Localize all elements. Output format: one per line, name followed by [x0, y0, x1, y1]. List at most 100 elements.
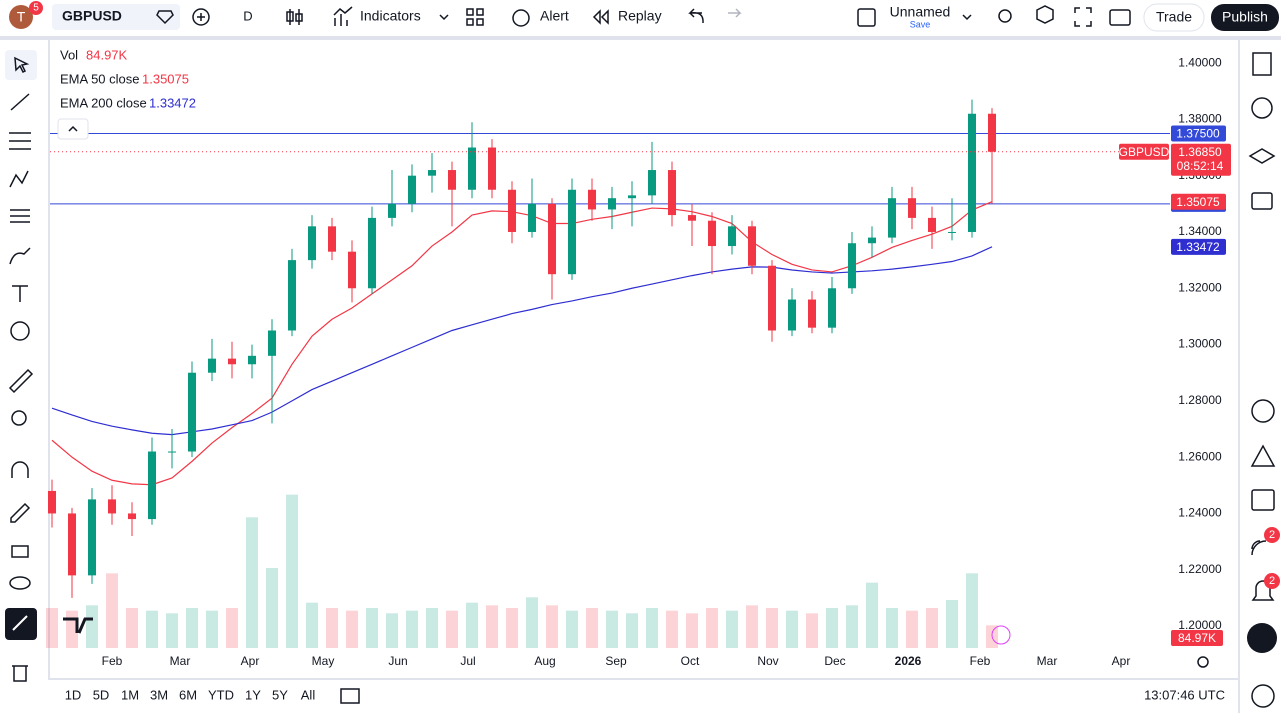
volume-bar: [386, 613, 398, 648]
icon-layers[interactable]: [1248, 148, 1276, 164]
icon-axis-settings[interactable]: [1197, 656, 1209, 668]
range-button[interactable]: All: [301, 687, 316, 702]
icon-watchlist[interactable]: [1252, 52, 1272, 76]
range-button[interactable]: 5Y: [272, 687, 288, 702]
volume-bar: [466, 602, 478, 648]
icon-emoji[interactable]: [10, 321, 30, 341]
icon-trash[interactable]: [12, 665, 28, 682]
icon-ideas[interactable]: [1250, 444, 1276, 467]
icon-brush[interactable]: [9, 247, 31, 265]
icon-magnet[interactable]: [11, 461, 29, 478]
icon-forecast[interactable]: [10, 209, 30, 223]
icon-diamond[interactable]: [156, 10, 174, 25]
candle-body: [288, 260, 296, 331]
volume-bar: [286, 494, 298, 648]
icon-indicators[interactable]: [333, 6, 353, 26]
icon-goto-date[interactable]: [340, 688, 360, 704]
chart: 1.400001.380001.360001.340001.320001.300…: [46, 55, 1231, 668]
icon-streams[interactable]: [1251, 540, 1267, 556]
icon-alert[interactable]: [512, 9, 530, 27]
ema50-tag-label: 1.35075: [1176, 195, 1220, 209]
trade-button[interactable]: [1143, 3, 1205, 32]
y-tick-label: 1.28000: [1178, 393, 1222, 407]
icon-help[interactable]: [1251, 684, 1275, 708]
icon-search[interactable]: [998, 9, 1012, 23]
publish-button[interactable]: [1211, 4, 1279, 31]
icon-ruler[interactable]: [8, 368, 34, 394]
icon-zoom[interactable]: [11, 410, 27, 426]
range-button[interactable]: 1Y: [245, 687, 261, 702]
range-button[interactable]: 1M: [121, 687, 139, 702]
price-tag-box: [1171, 143, 1231, 176]
candle-body: [448, 170, 456, 190]
icon-templates[interactable]: [466, 8, 484, 26]
candle-body: [328, 226, 336, 252]
range-button[interactable]: 6M: [179, 687, 197, 702]
range-button[interactable]: 5D: [93, 687, 110, 702]
symbol-tag: GBPUSD: [1119, 145, 1170, 159]
candle-body: [428, 170, 436, 176]
cursor-tool[interactable]: [5, 50, 37, 80]
icon-add[interactable]: [192, 8, 210, 26]
icon-layout[interactable]: [857, 8, 876, 27]
icon-redo[interactable]: [728, 8, 742, 18]
volume-tag: 84.97K: [1178, 631, 1216, 645]
icon-calendar[interactable]: [1251, 489, 1275, 511]
interval[interactable]: D: [243, 8, 252, 23]
volume-bar: [846, 605, 858, 648]
symbol-search[interactable]: [52, 4, 180, 30]
icon-replay[interactable]: [592, 9, 609, 25]
alert[interactable]: Alert: [540, 8, 569, 24]
link-tool[interactable]: [5, 608, 37, 640]
volume-bar: [646, 608, 658, 648]
icon-apps[interactable]: [1247, 623, 1277, 653]
icon-fullscreen[interactable]: [1074, 7, 1092, 27]
candle-body: [188, 372, 196, 452]
icon-pattern[interactable]: [9, 170, 29, 188]
icon-chevron[interactable]: [439, 14, 449, 21]
icon-trendline[interactable]: [10, 93, 30, 111]
x-tick-label: Nov: [757, 654, 778, 668]
save[interactable]: Save: [910, 19, 931, 29]
y-tick-label: 1.34000: [1178, 224, 1222, 238]
y-tick-label: 1.24000: [1178, 506, 1222, 520]
badge-count: 2: [1269, 575, 1275, 587]
candle-body: [128, 513, 136, 520]
icon-chevron[interactable]: [962, 14, 972, 21]
range-button[interactable]: 1D: [65, 687, 82, 702]
icon-alerts[interactable]: [1251, 97, 1273, 119]
range-button[interactable]: YTD: [208, 687, 234, 702]
icon-camera[interactable]: [1109, 9, 1131, 26]
candle-body: [968, 113, 976, 232]
legend-ema200-name: EMA 200 close: [60, 95, 147, 110]
icon-target[interactable]: [1251, 399, 1275, 423]
logo: [63, 617, 93, 634]
layout-name[interactable]: Unnamed: [890, 4, 951, 20]
icon-flash[interactable]: [991, 625, 1011, 645]
avatar[interactable]: [9, 5, 33, 29]
icon-chat[interactable]: [1251, 192, 1273, 210]
x-tick-label: May: [312, 654, 335, 668]
icon-lock[interactable]: [11, 545, 29, 558]
icon-draw-mode[interactable]: [10, 502, 31, 523]
ema50-tag-box: [1171, 193, 1226, 210]
y-tick-label: 1.26000: [1178, 449, 1222, 463]
indicators[interactable]: Indicators: [360, 8, 421, 24]
icon-fib[interactable]: [9, 132, 31, 150]
legend-vol-value: 84.97K: [86, 47, 128, 62]
candle-body: [548, 203, 556, 275]
volume-bar: [566, 610, 578, 648]
separator: [50, 678, 1238, 680]
replay[interactable]: Replay: [618, 8, 662, 24]
icon-text[interactable]: [12, 285, 28, 302]
icon-candles[interactable]: [286, 9, 303, 25]
volume-bar: [326, 608, 338, 648]
volume-bar: [926, 608, 938, 648]
collapse-legend[interactable]: [57, 118, 89, 140]
candle-body: [208, 358, 216, 373]
volume-tag-box: [1171, 630, 1223, 646]
icon-settings[interactable]: [1036, 5, 1054, 24]
icon-undo[interactable]: [688, 8, 704, 24]
icon-eye[interactable]: [9, 576, 31, 590]
range-button[interactable]: 3M: [150, 687, 168, 702]
